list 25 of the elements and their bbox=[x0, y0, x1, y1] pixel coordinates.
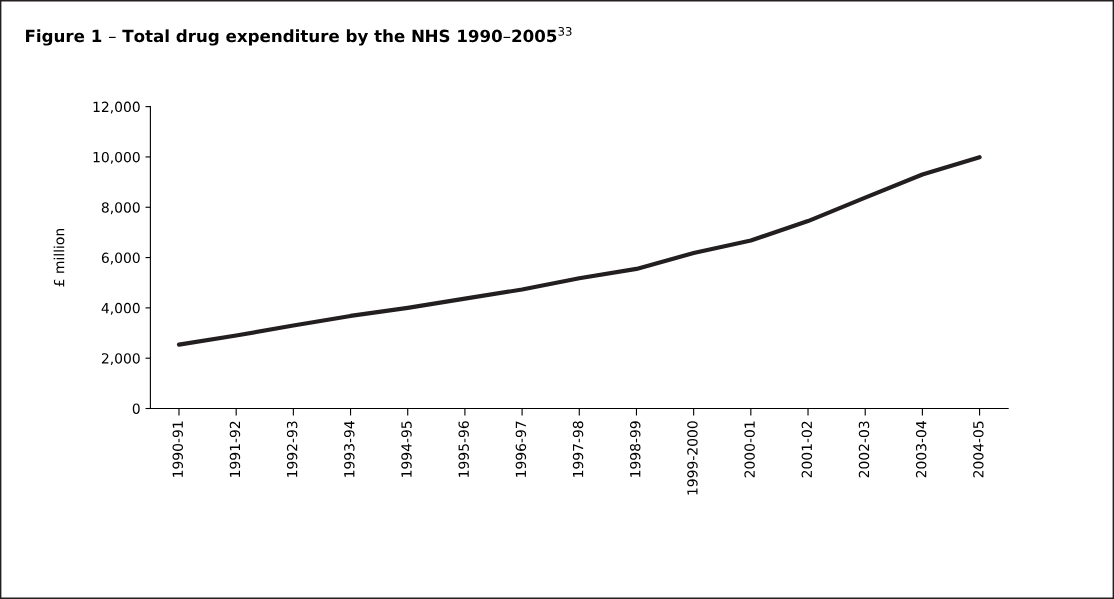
x-tick-label: 2004-05 bbox=[973, 421, 984, 478]
x-tick-label: 2002-03 bbox=[858, 421, 870, 478]
y-tick-label: 10,000 bbox=[93, 151, 140, 164]
y-tick-label: 12,000 bbox=[93, 101, 140, 114]
x-tick-label: 1995-96 bbox=[458, 421, 469, 477]
x-tick-label: 1990-91 bbox=[172, 421, 184, 477]
y-tick-label: 8,000 bbox=[101, 202, 140, 215]
x-tick-label: 2003-04 bbox=[915, 421, 927, 478]
y-axis-title: £ million bbox=[53, 228, 65, 287]
y-tick-label: 2,000 bbox=[101, 353, 140, 366]
y-tick-label: 4,000 bbox=[101, 302, 140, 315]
x-tick-label: 1994-95 bbox=[401, 421, 412, 477]
chart-title: Figure 1 – Total drug expenditure by the NHS 1990–2005$^{33}$ bbox=[26, 26, 572, 46]
x-tick-label: 1997-98 bbox=[572, 421, 584, 477]
line-series bbox=[176, 155, 982, 347]
y-tick-label: 0 bbox=[132, 403, 140, 414]
x-tick-label: 1998-99 bbox=[629, 421, 641, 477]
x-tick-label: 1996-97 bbox=[515, 421, 527, 477]
x-tick-label: 1999-2000 bbox=[687, 421, 698, 495]
x-tick-label: 2000-01 bbox=[744, 421, 755, 478]
x-tick-label: 1993-94 bbox=[344, 421, 355, 477]
x-tick-label: 1991-92 bbox=[229, 421, 241, 477]
y-tick-label: 6,000 bbox=[101, 252, 140, 265]
x-tick-label: 2001-02 bbox=[801, 421, 813, 478]
x-tick-label: 1992-93 bbox=[286, 421, 298, 477]
